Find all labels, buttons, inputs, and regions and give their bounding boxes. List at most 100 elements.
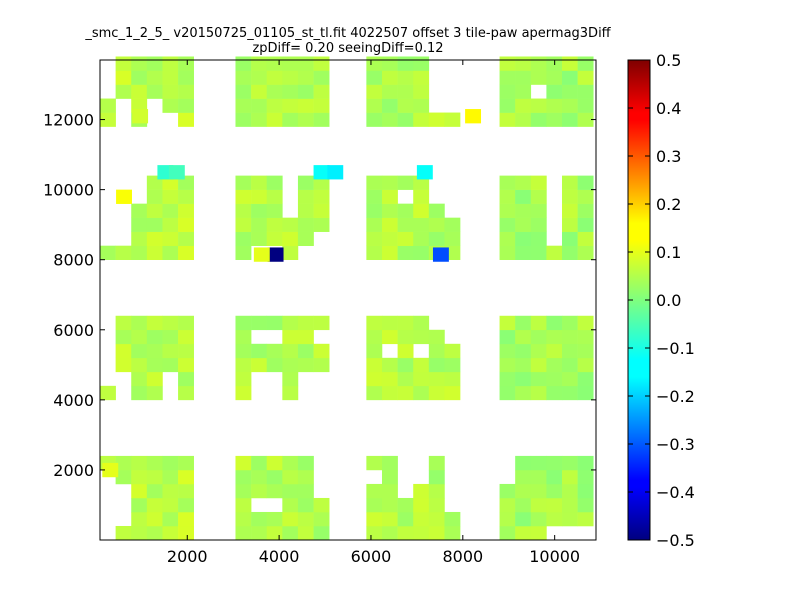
heatmap-cell bbox=[577, 511, 594, 527]
heatmap-cell-outlier bbox=[253, 247, 270, 262]
heatmap-cell bbox=[266, 525, 283, 541]
heatmap-cell-outlier bbox=[132, 109, 149, 124]
heatmap-cell bbox=[235, 315, 252, 331]
heatmap-cell bbox=[282, 112, 299, 127]
heatmap-cell bbox=[366, 245, 383, 260]
heatmap-cell bbox=[499, 385, 516, 401]
heatmap-cell bbox=[530, 357, 547, 373]
heatmap-cell bbox=[131, 483, 148, 499]
heatmap-cell bbox=[577, 483, 594, 499]
heatmap-cell bbox=[100, 385, 116, 401]
heatmap-cell bbox=[146, 329, 163, 345]
heatmap-cell bbox=[366, 70, 383, 85]
heatmap-cell bbox=[251, 357, 268, 373]
heatmap-cell bbox=[577, 231, 594, 246]
heatmap-cell bbox=[546, 343, 563, 359]
heatmap-cell bbox=[162, 56, 179, 71]
heatmap-cell bbox=[577, 357, 594, 373]
heatmap-cell bbox=[428, 217, 445, 232]
plot-frame bbox=[99, 59, 597, 541]
heatmap-cell bbox=[251, 315, 268, 331]
colorbar-tick-label: 0.3 bbox=[656, 147, 681, 166]
heatmap-cell bbox=[146, 217, 163, 232]
heatmap-cell bbox=[178, 56, 194, 71]
heatmap-cell bbox=[577, 98, 594, 113]
heatmap-cell bbox=[178, 511, 194, 527]
heatmap-cell bbox=[381, 483, 398, 499]
heatmap-cell bbox=[530, 497, 547, 513]
heatmap-cell bbox=[546, 469, 563, 485]
heatmap-cell bbox=[515, 385, 532, 401]
heatmap-cell bbox=[530, 455, 547, 471]
heatmap-cell bbox=[413, 217, 430, 232]
heatmap-cell bbox=[577, 70, 594, 85]
heatmap-cell bbox=[562, 112, 578, 127]
heatmap-cell bbox=[235, 56, 252, 71]
heatmap-cell bbox=[515, 98, 532, 113]
heatmap-cell bbox=[499, 84, 516, 99]
heatmap-cell bbox=[235, 203, 252, 218]
heatmap-cell bbox=[131, 245, 148, 260]
heatmap-cell bbox=[115, 245, 132, 260]
heatmap-cell bbox=[251, 70, 268, 85]
heatmap-cell bbox=[282, 483, 299, 499]
heatmap-cell bbox=[577, 343, 594, 359]
colorbar-tick-label: 0.1 bbox=[656, 243, 681, 262]
heatmap-cell bbox=[428, 385, 445, 401]
heatmap-cell bbox=[297, 98, 314, 113]
heatmap-cell bbox=[251, 84, 268, 99]
heatmap-cell bbox=[297, 189, 314, 204]
heatmap-cell bbox=[115, 525, 132, 541]
heatmap-cell bbox=[397, 245, 414, 260]
heatmap-cell bbox=[313, 56, 330, 71]
heatmap-cell bbox=[178, 84, 194, 99]
heatmap-cell bbox=[397, 217, 414, 232]
colorbar-tick-label: 0.4 bbox=[656, 99, 681, 118]
heatmap-cell bbox=[444, 112, 461, 127]
heatmap-cell bbox=[530, 98, 547, 113]
heatmap-cell bbox=[115, 329, 132, 345]
heatmap-cell bbox=[178, 385, 194, 401]
heatmap-cell bbox=[397, 203, 414, 218]
heatmap-cell bbox=[413, 56, 430, 71]
heatmap-cell bbox=[146, 483, 163, 499]
heatmap-cell bbox=[313, 112, 330, 127]
heatmap-cell bbox=[397, 112, 414, 127]
heatmap-cell bbox=[131, 315, 148, 331]
heatmap-cell bbox=[413, 371, 430, 387]
heatmap-cell bbox=[397, 98, 414, 113]
heatmap-cell bbox=[115, 357, 132, 373]
heatmap-cell bbox=[235, 469, 252, 485]
heatmap-cell bbox=[428, 357, 445, 373]
heatmap-cell bbox=[530, 329, 547, 345]
heatmap-cell bbox=[146, 357, 163, 373]
heatmap-cell bbox=[266, 175, 283, 190]
heatmap-cell bbox=[366, 455, 383, 471]
heatmap-cell bbox=[266, 231, 283, 246]
heatmap-cell bbox=[546, 315, 563, 331]
heatmap-cell bbox=[146, 371, 163, 387]
heatmap-cell bbox=[577, 455, 594, 471]
chart-subtitle: zpDiff= 0.20 seeingDiff=0.12 bbox=[252, 41, 443, 56]
heatmap-cell bbox=[115, 343, 132, 359]
heatmap-cell bbox=[366, 112, 383, 127]
heatmap-cell bbox=[282, 56, 299, 71]
heatmap-cell bbox=[546, 70, 563, 85]
heatmap-cell bbox=[266, 189, 283, 204]
heatmap-cell bbox=[178, 483, 194, 499]
heatmap-cell bbox=[413, 315, 430, 331]
heatmap-cell bbox=[178, 497, 194, 513]
heatmap-cell bbox=[397, 385, 414, 401]
heatmap-cell bbox=[546, 511, 563, 527]
heatmap-cell bbox=[146, 525, 163, 541]
heatmap-cell bbox=[413, 511, 430, 527]
heatmap-cell bbox=[131, 56, 148, 71]
heatmap-cell bbox=[530, 245, 547, 260]
heatmap-cell bbox=[100, 112, 116, 127]
heatmap-cell bbox=[297, 231, 314, 246]
heatmap-cell bbox=[530, 175, 547, 190]
heatmap-cell bbox=[577, 217, 594, 232]
heatmap-cell bbox=[251, 231, 268, 246]
heatmap-cell bbox=[115, 70, 132, 85]
